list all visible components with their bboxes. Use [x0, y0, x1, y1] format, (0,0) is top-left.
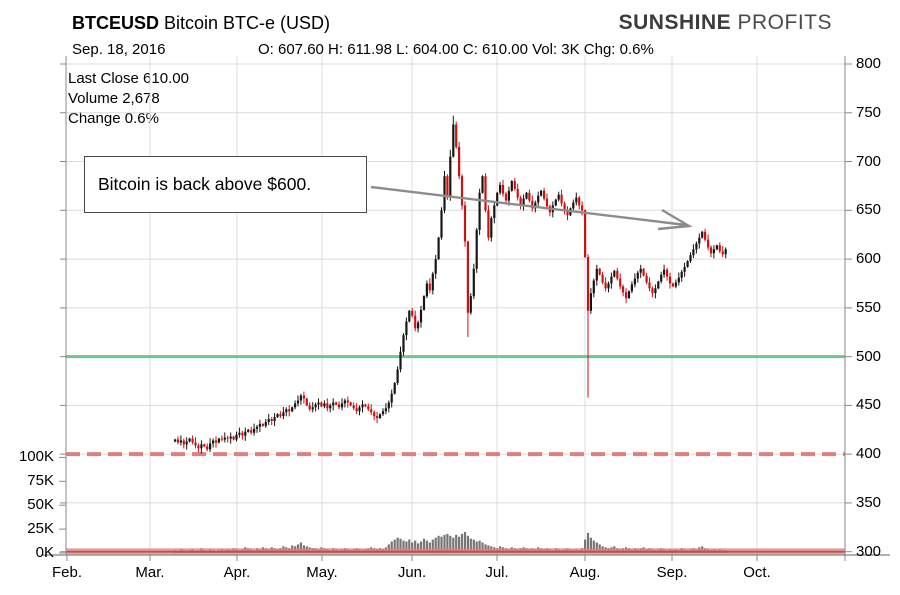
ohlc-readout: O: 607.60 H: 611.98 L: 604.00 C: 610.00 …: [258, 41, 654, 58]
volume-axis-label: 25K: [27, 520, 54, 538]
annotation-arrow: [370, 185, 693, 231]
quote-info-block: Last Close 610.00 Volume 2,678 Change 0.…: [68, 69, 189, 129]
chart-date: Sep. 18, 2016: [72, 41, 166, 58]
price-axis-label: 350: [856, 493, 882, 511]
x-axis-label: Aug.: [569, 564, 601, 581]
volume-axis-label: 0K: [35, 544, 54, 561]
price-axis-label: 500: [856, 347, 882, 365]
volume-line: Volume 2,678: [68, 90, 160, 107]
sunshine-profits-logo: SUNSHINE PROFITS: [619, 11, 832, 35]
logo-word-sunshine: SUNSHINE: [618, 11, 732, 34]
x-axis-label: Apr.: [223, 564, 251, 581]
chart-title: BTCEUSD Bitcoin BTC-e (USD): [72, 13, 330, 34]
vertical-gridlines: [149, 56, 758, 555]
axes: [42, 56, 890, 561]
annotation-text: Bitcoin is back above $600.: [98, 174, 312, 194]
price-axis-label: 550: [856, 298, 882, 316]
change-line: Change 0.6%: [68, 110, 159, 127]
x-axis-label: May.: [306, 564, 338, 581]
price-axis-label: 450: [856, 396, 882, 414]
x-axis-label: Sep.: [656, 564, 688, 581]
last-close-line: Last Close 610.00: [68, 70, 189, 87]
instrument-name: Bitcoin BTC-e (USD): [159, 13, 331, 33]
price-axis-label: 650: [856, 201, 882, 219]
ticker-symbol: BTCEUSD: [72, 13, 160, 33]
price-axis-label: 750: [856, 103, 882, 121]
annotation-callout: Bitcoin is back above $600.: [84, 156, 367, 213]
logo-word-profits: PROFITS: [731, 11, 832, 34]
price-axis-label: 700: [856, 152, 882, 170]
x-axis-label: Jul.: [485, 564, 509, 581]
price-axis-label: 400: [856, 445, 882, 463]
price-axis-label: 800: [856, 55, 882, 72]
volume-axis-label: 100K: [18, 448, 54, 466]
candlestick-series: [173, 115, 727, 454]
x-axis-label: Feb.: [51, 564, 82, 581]
price-axis-label: 300: [856, 542, 882, 560]
x-axis-label: Oct.: [743, 564, 771, 581]
volume-axis-label: 75K: [27, 472, 54, 490]
price-axis-label: 600: [856, 250, 882, 268]
volume-axis-label: 50K: [27, 496, 54, 514]
x-axis-label: Jun.: [397, 564, 427, 581]
x-axis-label: Mar.: [135, 564, 165, 581]
